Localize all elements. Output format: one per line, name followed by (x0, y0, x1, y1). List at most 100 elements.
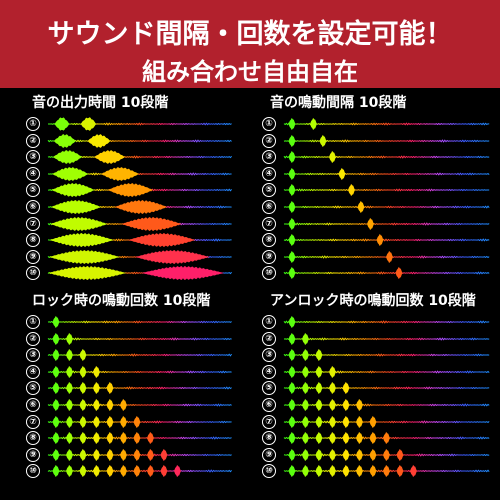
wave-row: ⑤ (0, 182, 250, 198)
waveform (47, 448, 232, 461)
sound-burst (147, 465, 154, 478)
row-number: ② (262, 133, 276, 148)
sound-burst (66, 332, 73, 345)
row-number: ⑤ (26, 381, 40, 396)
sound-burst (315, 349, 323, 362)
sound-burst (356, 415, 363, 428)
sound-burst (356, 448, 363, 461)
sound-burst (288, 432, 296, 445)
wave-row: ⑨ (250, 249, 500, 265)
sound-burst (288, 201, 296, 213)
banner-subtitle: 組み合わせ自由自在 (142, 58, 358, 86)
waveform (47, 133, 232, 148)
sound-burst (369, 448, 377, 461)
row-number: ⑤ (26, 183, 40, 198)
sound-burst (342, 448, 350, 461)
wave-row: ⑥ (0, 199, 250, 215)
sound-burst (396, 448, 404, 461)
wave-row: ⑨ (0, 447, 250, 463)
row-number: ③ (262, 150, 276, 165)
sound-burst (383, 465, 390, 478)
waveform (283, 332, 490, 345)
row-number: ① (262, 315, 276, 329)
sound-burst (329, 415, 336, 428)
row-number: ⑤ (262, 183, 276, 198)
wave-row: ⑥ (250, 397, 500, 413)
sound-burst (87, 133, 111, 148)
row-number: ⑩ (26, 464, 40, 479)
row-number: ② (26, 133, 40, 148)
sound-burst (356, 432, 363, 445)
sound-burst (315, 415, 323, 428)
sound-burst (302, 432, 309, 445)
wave-row: ⑨ (250, 447, 500, 463)
waveform (47, 415, 232, 428)
sound-burst (302, 332, 309, 345)
waveform (283, 184, 490, 197)
wave-row: ⑧ (250, 232, 500, 248)
wave-row: ⑦ (0, 216, 250, 232)
sound-burst (147, 432, 154, 445)
sound-burst (329, 365, 336, 378)
sound-burst (66, 448, 73, 461)
wave-row: ④ (250, 364, 500, 380)
sound-burst (66, 382, 73, 395)
sound-burst (367, 217, 374, 230)
sound-burst (93, 448, 100, 461)
wave-row: ⑦ (0, 414, 250, 430)
row-number: ④ (26, 364, 40, 379)
waveform (283, 365, 490, 378)
row-number: ① (262, 117, 276, 131)
wave-row: ③ (250, 347, 500, 363)
sound-burst (302, 382, 309, 395)
sound-burst (52, 415, 60, 428)
sound-burst (302, 365, 309, 378)
wave-row: ③ (250, 149, 500, 165)
row-number: ⑩ (262, 266, 276, 281)
wave-row: ⑩ (250, 265, 500, 281)
sound-burst (342, 399, 350, 411)
sound-burst (50, 216, 108, 231)
waveform (47, 233, 232, 248)
sound-burst (288, 316, 296, 328)
waveform (47, 399, 232, 411)
waveform (283, 465, 490, 478)
wave-row: ⑩ (250, 463, 500, 479)
sound-burst (93, 382, 100, 395)
sound-burst (174, 465, 181, 478)
sound-burst (107, 183, 154, 198)
sound-burst (79, 432, 87, 445)
row-number: ② (262, 331, 276, 346)
row-number: ⑨ (262, 249, 276, 264)
sound-burst (51, 200, 101, 214)
sound-burst (302, 415, 309, 428)
sound-burst (288, 399, 296, 411)
sound-burst (147, 448, 154, 461)
sound-burst (288, 184, 296, 197)
panel-title: 音の出力時間 10段階 (32, 95, 169, 111)
sound-burst (79, 382, 87, 395)
header-banner: サウンド間隔・回数を設定可能！ 組み合わせ自由自在 (0, 0, 500, 88)
waveform (283, 217, 490, 230)
sound-burst (348, 184, 355, 197)
sound-burst (128, 233, 196, 248)
sound-burst (329, 151, 336, 164)
sound-burst (121, 216, 182, 231)
sound-burst (106, 399, 114, 411)
sound-burst (51, 183, 95, 198)
sound-burst (52, 465, 60, 478)
sound-burst (329, 399, 336, 411)
row-number: ⑦ (262, 216, 276, 231)
waveform (47, 117, 232, 131)
wave-row: ① (250, 314, 500, 330)
row-number: ⑧ (26, 431, 40, 446)
wave-row: ⑧ (0, 430, 250, 446)
sound-burst (106, 448, 114, 461)
sound-burst (357, 201, 365, 213)
sound-burst (288, 382, 296, 395)
sound-burst (160, 448, 168, 461)
waveform (283, 316, 490, 328)
wave-row: ② (250, 331, 500, 347)
waveform (283, 267, 490, 280)
